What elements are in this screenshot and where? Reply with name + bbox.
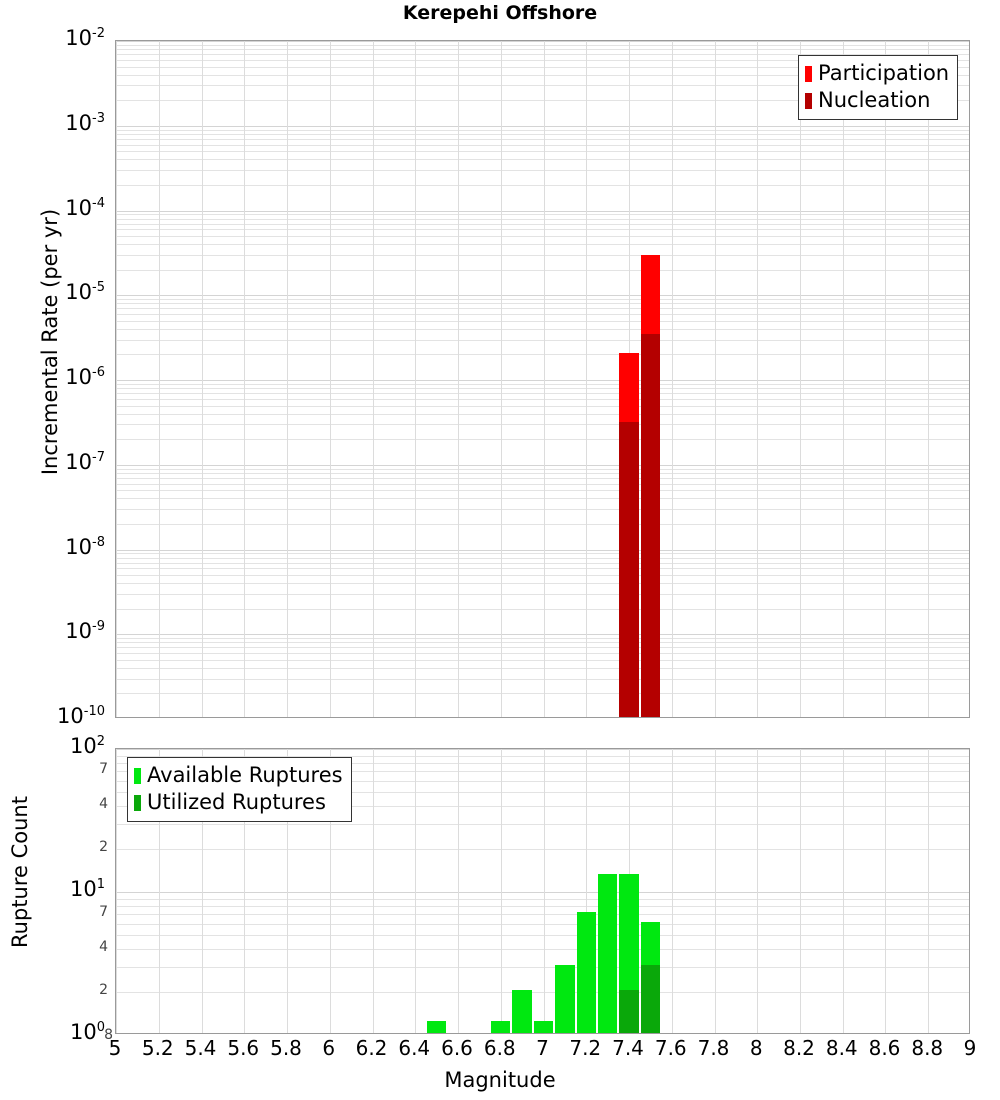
y-tick-minor-bottom-8: 8 [104,1027,113,1043]
y-tick-top-1e-8: 10-8 [65,534,105,559]
x-tick-5.4: 5.4 [184,1036,217,1060]
incremental-rate-plot [115,40,970,718]
legend-item-available-ruptures[interactable]: Available Ruptures [134,762,343,789]
legend-swatch-available-ruptures [134,767,141,784]
x-tick-8: 8 [749,1036,763,1060]
x-axis-label: Magnitude [444,1068,556,1092]
x-tick-5.2: 5.2 [141,1036,174,1060]
x-tick-8.2: 8.2 [783,1036,815,1060]
y-tick-bottom-1e2: 102 [69,734,105,758]
y-tick-top-1e-10: 10-10 [57,704,105,728]
y-tick-top-1e-6: 10-6 [65,365,105,389]
y-tick-top-1e-2: 10-2 [65,26,105,50]
y-tick-minor-bottom-40: 4 [99,795,108,812]
y-tick-bottom-1e1: 101 [69,877,105,901]
x-tick-6.4: 6.4 [398,1036,431,1060]
y-tick-minor-bottom-70: 7 [99,761,108,778]
bar-available-ruptures-7.2 [576,912,596,1033]
y-tick-top-1e-7: 10-7 [65,449,105,474]
y-tick-top-1e-5: 10-5 [65,280,105,305]
legend-swatch-participation [805,65,812,82]
grid-top [116,41,969,717]
x-tick-6.2: 6.2 [355,1036,388,1060]
x-tick-7: 7 [536,1036,549,1060]
x-tick-6.8: 6.8 [483,1036,516,1060]
x-tick-7.6: 7.6 [654,1036,687,1060]
x-tick-7.8: 7.8 [697,1036,730,1060]
y-tick-top-1e-9: 10-9 [65,619,105,644]
x-tick-5.6: 5.6 [227,1036,260,1060]
bar-available-ruptures-6.5 [426,1021,447,1033]
x-tick-8.4: 8.4 [825,1036,858,1060]
bar-utilized-ruptures-7.5 [640,964,661,1033]
x-tick-6.6: 6.6 [441,1036,473,1060]
legend-item-participation[interactable]: Participation [805,60,949,87]
x-tick-9: 9 [963,1036,977,1060]
bar-available-ruptures-6.9 [512,989,532,1033]
x-tick-8.6: 8.6 [868,1036,901,1060]
y-axis-label-top: Incremental Rate (per yr) [38,208,62,476]
y-tick-minor-bottom-4: 4 [99,938,108,955]
bar-nucleation-7.5 [640,334,661,717]
legend-bottom: Available Ruptures Utilized Ruptures [127,757,352,822]
legend-label-nucleation: Nucleation [818,88,931,112]
legend-label-participation: Participation [818,61,950,85]
x-tick-8.8: 8.8 [911,1036,944,1060]
y-tick-bottom-1e0: 100 [69,1020,105,1044]
y-tick-minor-bottom-7: 7 [99,904,108,921]
x-tick-5.8: 5.8 [270,1036,302,1060]
x-tick-7.4: 7.4 [612,1036,644,1060]
bar-available-ruptures-6.8 [491,1021,511,1033]
y-tick-minor-bottom-20: 2 [99,838,108,855]
bar-available-ruptures-7 [533,1021,554,1033]
bar-available-ruptures-7.1 [555,964,575,1033]
y-tick-minor-bottom-2: 2 [99,981,108,998]
legend-top: Participation Nucleation [798,55,959,120]
legend-label-available-ruptures: Available Ruptures [147,763,343,787]
bar-utilized-ruptures-7.4 [619,989,639,1033]
x-tick-5: 5 [108,1036,122,1060]
bar-nucleation-7.4 [619,422,639,717]
legend-swatch-utilized-ruptures [134,794,141,811]
x-tick-6: 6 [322,1036,336,1060]
bar-available-ruptures-7.3 [597,873,618,1033]
y-axis-label-bottom: Rupture Count [8,796,32,948]
legend-swatch-nucleation [805,92,812,109]
legend-item-nucleation[interactable]: Nucleation [805,87,949,114]
page-title: Kerepehi Offshore [402,2,598,24]
y-tick-top-1e-4: 10-4 [65,195,105,220]
legend-label-utilized-ruptures: Utilized Ruptures [147,790,326,814]
legend-item-utilized-ruptures[interactable]: Utilized Ruptures [134,789,343,816]
x-tick-7.2: 7.2 [569,1036,602,1060]
y-tick-top-1e-3: 10-3 [65,110,105,135]
grid-bottom [116,749,969,1033]
